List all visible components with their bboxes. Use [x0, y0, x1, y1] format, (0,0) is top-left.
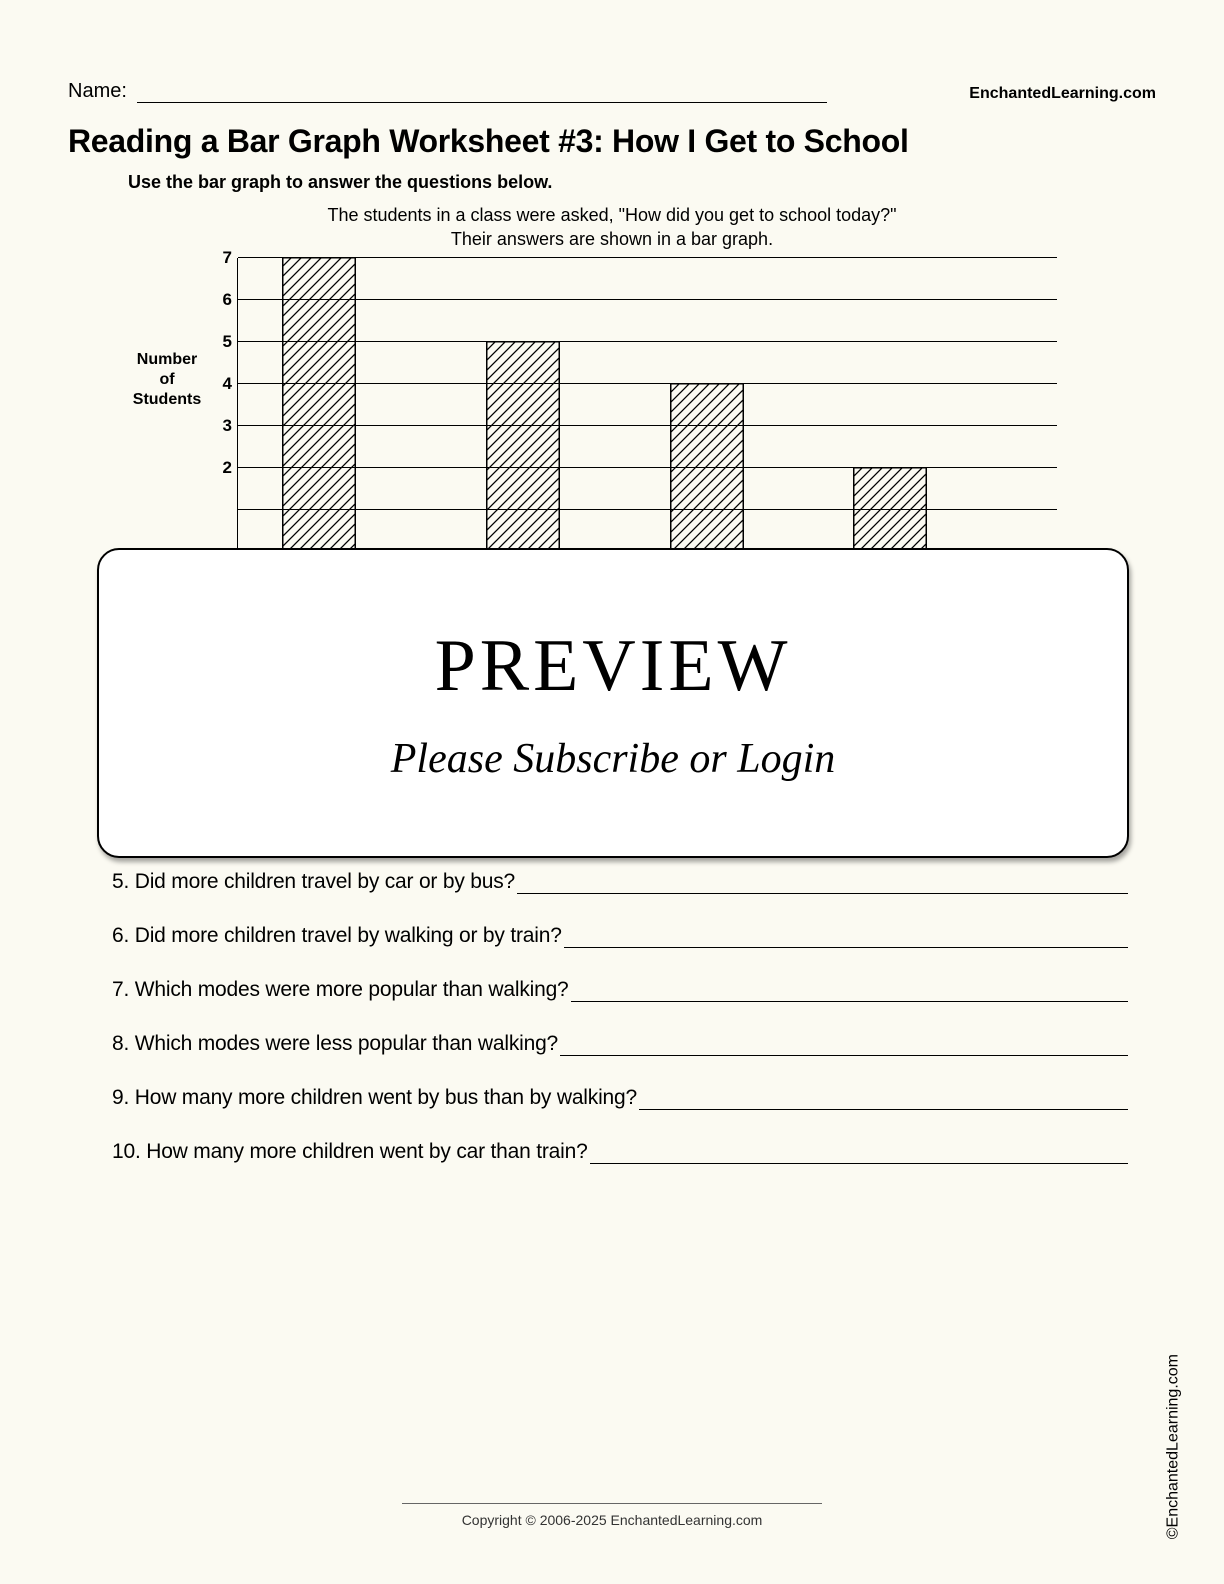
name-label: Name:: [68, 80, 127, 103]
question-row: 9. How many more children went by bus th…: [112, 1086, 1146, 1110]
question-text: 9. How many more children went by bus th…: [112, 1086, 637, 1110]
caption-line-1: The students in a class were asked, "How…: [68, 203, 1156, 227]
ylabel-line-3: Students: [124, 390, 210, 410]
question-row: 6. Did more children travel by walking o…: [112, 924, 1146, 948]
bar-bicycle: [853, 467, 927, 551]
instruction-text: Use the bar graph to answer the question…: [128, 172, 1156, 193]
site-credit-top: EnchantedLearning.com: [969, 85, 1156, 103]
bar-car: [486, 341, 560, 551]
answer-line[interactable]: [571, 982, 1128, 1002]
y-tick: 3: [210, 417, 232, 459]
header-row: Name: EnchantedLearning.com: [68, 80, 1156, 103]
chart-and-ticks: 765432: [210, 258, 1057, 552]
y-tick: 2: [210, 459, 232, 501]
y-tick: 6: [210, 291, 232, 333]
gridline: [238, 425, 1057, 426]
preview-overlay: PREVIEW Please Subscribe or Login: [97, 548, 1129, 858]
question-text: 7. Which modes were more popular than wa…: [112, 978, 569, 1002]
ylabel-line-1: Number: [124, 350, 210, 370]
footer-copyright: Copyright © 2006-2025 EnchantedLearning.…: [402, 1503, 822, 1528]
worksheet-title: Reading a Bar Graph Worksheet #3: How I …: [68, 123, 1156, 160]
answer-line[interactable]: [590, 1144, 1128, 1164]
gridline: [238, 299, 1057, 300]
ylabel-line-2: of: [124, 370, 210, 390]
answer-line[interactable]: [564, 928, 1128, 948]
name-input-line[interactable]: [137, 81, 827, 103]
bar-chart: [237, 258, 1057, 552]
question-text: 6. Did more children travel by walking o…: [112, 924, 562, 948]
gridline: [238, 509, 1057, 510]
question-row: 8. Which modes were less popular than wa…: [112, 1032, 1146, 1056]
worksheet-page: Name: EnchantedLearning.com Reading a Ba…: [0, 0, 1224, 1584]
question-row: 5. Did more children travel by car or by…: [112, 870, 1146, 894]
answer-line[interactable]: [639, 1090, 1128, 1110]
gridline: [238, 257, 1057, 258]
bar-bus: [282, 257, 356, 551]
chart-caption: The students in a class were asked, "How…: [68, 203, 1156, 252]
question-row: 10. How many more children went by car t…: [112, 1140, 1146, 1164]
name-block: Name:: [68, 80, 827, 103]
gridline: [238, 383, 1057, 384]
question-text: 5. Did more children travel by car or by…: [112, 870, 515, 894]
y-tick: 4: [210, 375, 232, 417]
question-text: 10. How many more children went by car t…: [112, 1140, 588, 1164]
overlay-subtitle: Please Subscribe or Login: [391, 735, 835, 783]
bar-walking: [670, 383, 744, 551]
footer: Copyright © 2006-2025 EnchantedLearning.…: [0, 1503, 1224, 1530]
question-text: 8. Which modes were less popular than wa…: [112, 1032, 558, 1056]
y-axis-label: Number of Students: [124, 350, 210, 410]
gridline: [238, 467, 1057, 468]
y-tick: 5: [210, 333, 232, 375]
answer-line[interactable]: [517, 874, 1128, 894]
y-ticks: 765432: [210, 258, 232, 510]
overlay-title: PREVIEW: [435, 624, 792, 709]
gridline: [238, 341, 1057, 342]
y-tick: 7: [210, 249, 232, 291]
answer-line[interactable]: [560, 1036, 1128, 1056]
question-row: 7. Which modes were more popular than wa…: [112, 978, 1146, 1002]
chart-wrap: Number of Students 765432: [124, 258, 1156, 552]
